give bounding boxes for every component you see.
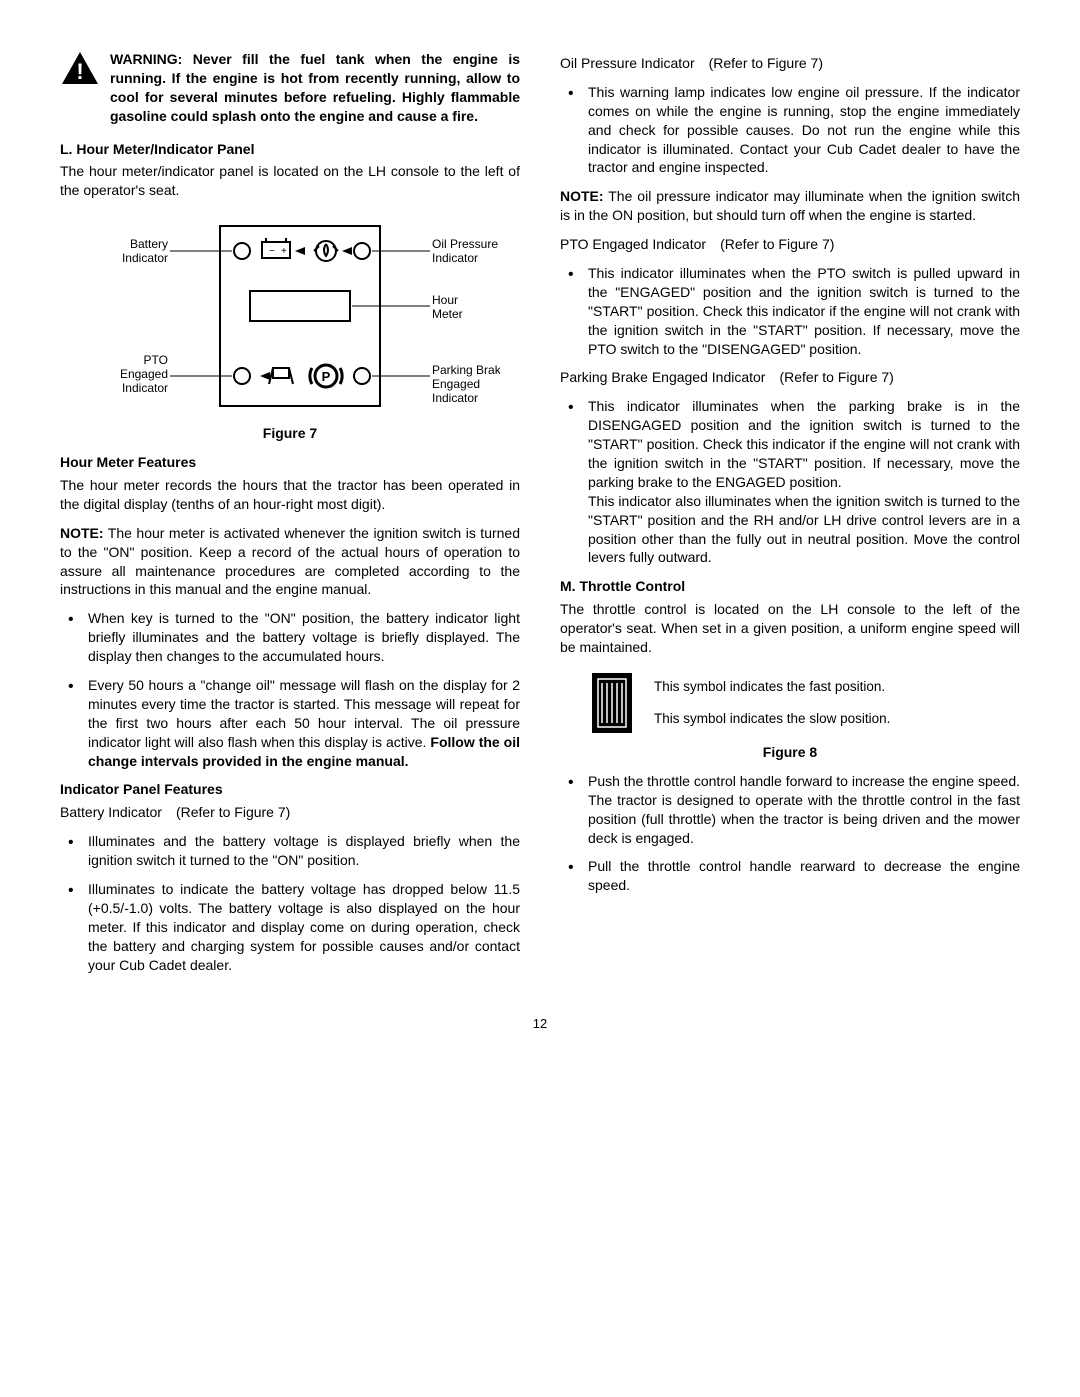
svg-text:−: − <box>269 246 275 257</box>
list-item: Every 50 hours a "change oil" message wi… <box>60 676 520 770</box>
svg-text:Meter: Meter <box>432 307 463 321</box>
pb-bullets: This indicator illuminates when the park… <box>560 397 1020 567</box>
svg-text:Indicator: Indicator <box>122 381 168 395</box>
svg-text:Oil Pressure: Oil Pressure <box>432 237 498 251</box>
svg-text:P: P <box>322 369 331 384</box>
section-l-intro: The hour meter/indicator panel is locate… <box>60 162 520 200</box>
battery-title: Battery Indicator <box>60 804 162 820</box>
oil-title: Oil Pressure Indicator <box>560 55 695 71</box>
hour-meter-p1: The hour meter records the hours that th… <box>60 476 520 514</box>
svg-text:Indicator: Indicator <box>122 251 168 265</box>
hour-meter-bullets: When key is turned to the "ON" position,… <box>60 609 520 770</box>
oil-ref: (Refer to Figure 7) <box>709 55 823 71</box>
pb-title-line: Parking Brake Engaged Indicator (Refer to… <box>560 368 1020 387</box>
svg-text:!: ! <box>76 59 83 84</box>
list-item: When key is turned to the "ON" position,… <box>60 609 520 666</box>
section-m-heading: M. Throttle Control <box>560 577 1020 596</box>
battery-ref: (Refer to Figure 7) <box>176 804 290 820</box>
page-columns: ! WARNING: Never fill the fuel tank when… <box>60 50 1020 985</box>
svg-text:+: + <box>281 246 287 257</box>
oil-note: NOTE: The oil pressure indicator may ill… <box>560 187 1020 225</box>
indicator-panel-heading: Indicator Panel Features <box>60 780 520 799</box>
throttle-slow-label: This symbol indicates the slow position. <box>654 708 890 730</box>
note-body: The oil pressure indicator may illuminat… <box>560 188 1020 223</box>
svg-text:Engaged: Engaged <box>120 367 168 381</box>
figure-8-caption: Figure 8 <box>560 743 1020 762</box>
section-m-intro: The throttle control is located on the L… <box>560 600 1020 657</box>
pto-bullets: This indicator illuminates when the PTO … <box>560 264 1020 358</box>
pto-title: PTO Engaged Indicator <box>560 236 706 252</box>
right-column: Oil Pressure Indicator (Refer to Figure 7… <box>560 50 1020 985</box>
throttle-labels: This symbol indicates the fast position.… <box>654 676 890 729</box>
hour-meter-note: NOTE: The hour meter is activated whenev… <box>60 524 520 600</box>
figure-7-diagram: − + P <box>80 216 500 416</box>
throttle-symbol-block: This symbol indicates the fast position.… <box>590 671 1020 735</box>
page-number: 12 <box>60 1015 1020 1033</box>
warning-block: ! WARNING: Never fill the fuel tank when… <box>60 50 520 126</box>
oil-bullets: This warning lamp indicates low engine o… <box>560 83 1020 177</box>
svg-text:Battery: Battery <box>130 237 168 251</box>
pb-bullet-a: This indicator illuminates when the park… <box>588 397 1020 491</box>
throttle-fast-label: This symbol indicates the fast position. <box>654 676 890 698</box>
svg-text:Parking Brake: Parking Brake <box>432 363 500 377</box>
svg-text:Engaged: Engaged <box>432 377 480 391</box>
warning-text: WARNING: Never fill the fuel tank when t… <box>110 50 520 126</box>
svg-text:PTO: PTO <box>144 353 168 367</box>
list-item: This indicator illuminates when the PTO … <box>560 264 1020 358</box>
throttle-icon <box>590 671 634 735</box>
battery-indicator-title: Battery Indicator (Refer to Figure 7) <box>60 803 520 822</box>
svg-text:Indicator: Indicator <box>432 391 478 405</box>
figure-7-caption: Figure 7 <box>60 424 520 443</box>
warning-triangle-icon: ! <box>60 50 100 91</box>
pto-ref: (Refer to Figure 7) <box>720 236 834 252</box>
list-item: This warning lamp indicates low engine o… <box>560 83 1020 177</box>
list-item: Illuminates to indicate the battery volt… <box>60 880 520 974</box>
oil-title-line: Oil Pressure Indicator (Refer to Figure 7… <box>560 54 1020 73</box>
svg-text:Indicator: Indicator <box>432 251 478 265</box>
pto-title-line: PTO Engaged Indicator (Refer to Figure 7) <box>560 235 1020 254</box>
hour-meter-heading: Hour Meter Features <box>60 453 520 472</box>
throttle-bullets: Push the throttle control handle forward… <box>560 772 1020 895</box>
list-item: Pull the throttle control handle rearwar… <box>560 857 1020 895</box>
pb-bullet-b: This indicator also illuminates when the… <box>588 492 1020 568</box>
battery-bullets: Illuminates and the battery voltage is d… <box>60 832 520 974</box>
note-label: NOTE: <box>560 188 604 204</box>
pb-ref: (Refer to Figure 7) <box>779 369 893 385</box>
list-item: Push the throttle control handle forward… <box>560 772 1020 848</box>
note-label: NOTE: <box>60 525 104 541</box>
section-l-heading: L. Hour Meter/Indicator Panel <box>60 140 520 159</box>
pb-title: Parking Brake Engaged Indicator <box>560 369 765 385</box>
left-column: ! WARNING: Never fill the fuel tank when… <box>60 50 520 985</box>
list-item: Illuminates and the battery voltage is d… <box>60 832 520 870</box>
list-item: This indicator illuminates when the park… <box>560 397 1020 567</box>
svg-text:Hour: Hour <box>432 293 458 307</box>
note-body: The hour meter is activated whenever the… <box>60 525 520 598</box>
